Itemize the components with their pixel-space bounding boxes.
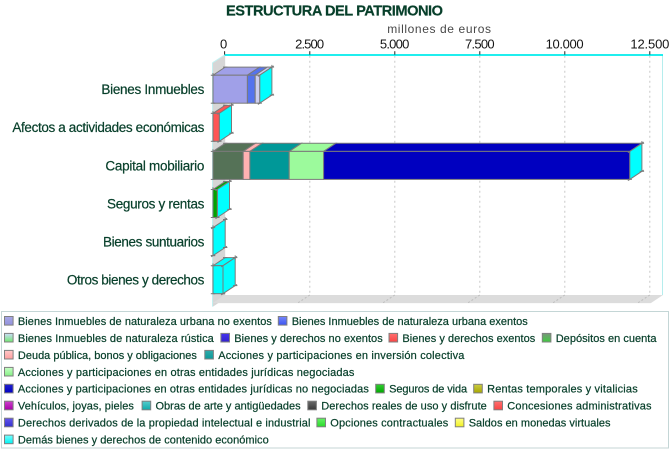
svg-text:Obras de arte y antigüedades: Obras de arte y antigüedades: [156, 401, 302, 413]
svg-text:Capital mobiliario: Capital mobiliario: [105, 158, 204, 173]
svg-text:5.000: 5.000: [380, 36, 410, 51]
svg-text:Derechos derivados de la propi: Derechos derivados de la propiedad intel…: [18, 418, 311, 430]
svg-text:Depósitos en cuenta: Depósitos en cuenta: [556, 333, 658, 345]
svg-text:Opciones contractuales: Opciones contractuales: [330, 418, 449, 430]
svg-text:Concesiones administrativas: Concesiones administrativas: [507, 401, 652, 413]
svg-text:Bienes y derechos no exentos: Bienes y derechos no exentos: [234, 333, 383, 345]
svg-text:Deuda pública, bonos y obligac: Deuda pública, bonos y obligaciones: [18, 350, 198, 362]
svg-text:Seguros y rentas: Seguros y rentas: [107, 196, 205, 211]
svg-text:Vehículos, joyas, pieles: Vehículos, joyas, pieles: [18, 401, 134, 413]
svg-text:Afectos a actividades económic: Afectos a actividades económicas: [12, 120, 204, 135]
svg-text:Seguros de vida: Seguros de vida: [389, 384, 468, 396]
svg-text:Acciones y participaciones en: Acciones y participaciones en otras enti…: [18, 367, 355, 379]
svg-text:Demás bienes y derechos de con: Demás bienes y derechos de contenido eco…: [18, 435, 269, 447]
svg-text:Saldos en monedas virtuales: Saldos en monedas virtuales: [469, 418, 611, 430]
svg-text:Bienes Inmuebles de naturaleza: Bienes Inmuebles de naturaleza urbana ex…: [292, 316, 529, 328]
svg-text:12.500: 12.500: [630, 36, 669, 51]
svg-text:Bienes Inmuebles de naturaleza: Bienes Inmuebles de naturaleza urbana no…: [18, 316, 273, 328]
svg-text:Bienes y derechos exentos: Bienes y derechos exentos: [402, 333, 535, 345]
svg-text:Bienes suntuarios: Bienes suntuarios: [103, 235, 205, 250]
svg-text:0: 0: [220, 36, 227, 51]
svg-text:Otros bienes y derechos: Otros bienes y derechos: [67, 273, 205, 288]
svg-text:millones de euros: millones de euros: [387, 22, 491, 36]
svg-text:Bienes Inmuebles: Bienes Inmuebles: [101, 82, 204, 97]
svg-text:Acciones y participaciones en: Acciones y participaciones en otras enti…: [18, 384, 370, 396]
svg-text:10.000: 10.000: [546, 36, 584, 51]
svg-text:Derechos reales de uso y disfr: Derechos reales de uso y disfrute: [321, 401, 487, 413]
svg-text:ESTRUCTURA DEL PATRIMONIO: ESTRUCTURA DEL PATRIMONIO: [226, 4, 443, 20]
svg-text:2.500: 2.500: [295, 36, 324, 51]
svg-text:7.500: 7.500: [465, 36, 495, 51]
svg-text:Rentas temporales y vitalicias: Rentas temporales y vitalicias: [487, 384, 638, 396]
svg-text:Acciones y participaciones en: Acciones y participaciones en inversión …: [218, 350, 465, 362]
svg-text:Bienes Inmuebles de naturaleza: Bienes Inmuebles de naturaleza rústica: [18, 333, 215, 345]
